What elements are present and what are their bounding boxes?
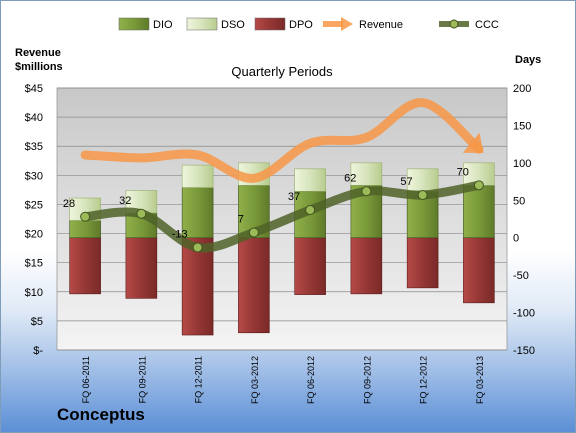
legend-label: DIO <box>153 19 173 31</box>
ccc-point <box>136 208 147 219</box>
company-name: Conceptus <box>57 405 145 424</box>
left-tick-label: $25 <box>25 199 43 211</box>
data-labels-layer: 28 32 -13 7 37 62 57 70 <box>63 166 469 240</box>
lines-layer <box>80 98 484 253</box>
ccc-data-label: 32 <box>119 195 131 207</box>
revenue-arrowhead <box>462 132 484 153</box>
left-tick-label: $35 <box>25 141 43 153</box>
ccc-data-label: 62 <box>344 172 356 184</box>
left-tick-label: $15 <box>25 258 43 270</box>
series-revenue-line <box>80 98 484 183</box>
right-tick-label: 50 <box>513 195 525 207</box>
bar-dpo <box>181 237 214 336</box>
ccc-point <box>248 227 259 238</box>
right-tick-label: 150 <box>513 120 531 132</box>
ccc-point <box>305 205 316 216</box>
ccc-point <box>192 242 203 253</box>
bar-dpo <box>406 237 439 289</box>
left-axis-title-line2: $millions <box>15 61 63 73</box>
ccc-data-label: 7 <box>238 213 244 225</box>
ccc-data-label: 70 <box>457 166 469 178</box>
legend-label: CCC <box>475 19 499 31</box>
ccc-data-label: 37 <box>288 191 300 203</box>
right-axis-title: Days <box>515 54 541 66</box>
x-category-label: FQ 09-2011 <box>137 356 147 403</box>
x-category-label: FQ 03-2013 <box>475 356 485 404</box>
left-tick-label: $30 <box>25 170 43 182</box>
legend-arrow-icon <box>341 17 353 31</box>
chart-title: Quarterly Periods <box>231 64 333 79</box>
ccc-point <box>473 180 484 191</box>
left-tick-label: $5 <box>31 316 43 328</box>
ccc-data-label: 57 <box>400 176 412 188</box>
bar-dpo <box>350 237 383 295</box>
ccc-point <box>361 186 372 197</box>
left-axis-ticks: $- $5 $10 $15 $20 $25 $30 $35 $40 $45 <box>25 83 44 357</box>
ccc-data-label: -13 <box>172 228 188 240</box>
x-category-label: FQ 12-2011 <box>194 356 204 403</box>
bar-dpo <box>238 237 270 334</box>
legend: DIO DSO DPO Revenue CCC <box>118 17 499 31</box>
ccc-point <box>417 190 428 201</box>
right-tick-label: -50 <box>513 270 529 282</box>
ccc-point <box>80 211 91 222</box>
left-tick-label: $40 <box>25 112 43 124</box>
legend-label: Revenue <box>359 19 403 31</box>
bar-dpo <box>69 237 101 295</box>
left-axis-title-line1: Revenue <box>15 47 61 59</box>
right-tick-label: 0 <box>513 233 519 245</box>
right-tick-label: -150 <box>513 345 535 357</box>
bar-dio <box>69 220 101 239</box>
bar-dpo <box>125 237 158 299</box>
right-axis-ticks: -150 -100 -50 0 50 100 150 200 <box>513 83 535 357</box>
right-tick-label: -100 <box>513 308 535 320</box>
right-tick-label: 100 <box>513 158 531 170</box>
x-category-label: FQ 06-2011 <box>81 356 91 403</box>
x-category-label: FQ 06-2012 <box>306 356 316 404</box>
legend-marker-icon <box>449 19 459 29</box>
left-tick-label: $45 <box>25 83 43 95</box>
right-tick-label: 200 <box>513 83 531 95</box>
left-tick-label: $10 <box>25 287 43 299</box>
bar-dio <box>181 187 214 239</box>
legend-label: DSO <box>221 19 245 31</box>
series-ccc-line <box>80 180 484 253</box>
left-tick-label: $- <box>33 345 43 357</box>
bar-dpo <box>294 237 326 295</box>
legend-label: DPO <box>289 19 313 31</box>
left-tick-label: $20 <box>25 229 43 241</box>
legend-swatch-dpo <box>254 17 286 31</box>
bar-dpo <box>463 237 495 304</box>
bar-dio <box>463 185 495 239</box>
ccc-data-label: 28 <box>63 198 75 210</box>
x-category-label: FQ 03-2012 <box>250 356 260 404</box>
x-category-label: FQ 12-2012 <box>419 356 429 404</box>
bar-dso <box>181 164 214 188</box>
x-category-label: FQ 09-2012 <box>362 356 372 404</box>
bar-dso <box>294 168 326 192</box>
legend-swatch-dso <box>186 17 218 31</box>
x-axis-ticks: FQ 06-2011 FQ 09-2011 FQ 12-2011 FQ 03-2012… <box>81 356 485 404</box>
legend-swatch-dio <box>118 17 150 31</box>
bar-dso <box>350 162 383 186</box>
